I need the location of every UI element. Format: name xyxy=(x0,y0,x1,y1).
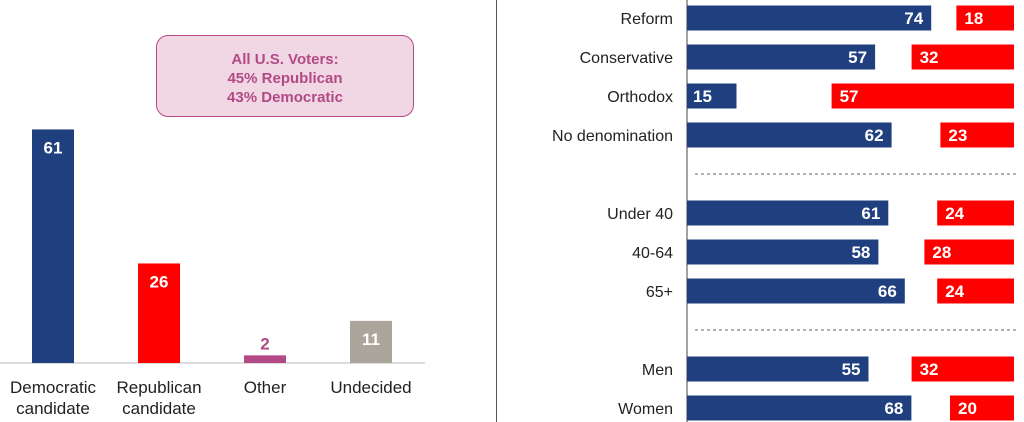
republican-value-label: 32 xyxy=(920,48,939,67)
democratic-value-label: 66 xyxy=(878,282,897,301)
democratic-bar xyxy=(687,278,905,304)
republican-value-label: 24 xyxy=(945,204,964,223)
category-label: 40-64 xyxy=(632,245,673,262)
democratic-bar xyxy=(687,44,876,70)
category-label: candidate xyxy=(16,399,90,418)
republican-bar xyxy=(937,278,1014,304)
category-label: Undecided xyxy=(330,378,411,397)
category-label: Conservative xyxy=(580,50,673,67)
democratic-value-label: 57 xyxy=(848,48,867,67)
democratic-value-label: 68 xyxy=(884,399,903,418)
democratic-value-label: 15 xyxy=(693,87,712,106)
democratic-value-label: 55 xyxy=(842,360,861,379)
vote-intention-chart: 61 Democratic candidate 26 Republican candida… xyxy=(0,129,425,418)
republican-value-label: 20 xyxy=(958,399,977,418)
republican-bar xyxy=(924,239,1014,265)
category-label: No denomination xyxy=(552,128,673,145)
bar-value-label: 11 xyxy=(362,330,380,349)
category-label: Men xyxy=(642,362,673,379)
category-label: Orthodox xyxy=(607,89,673,106)
bar xyxy=(244,355,286,363)
democratic-bar xyxy=(687,395,912,421)
callout-line-3: 43% Democratic xyxy=(227,89,343,106)
callout-line-1: All U.S. Voters: xyxy=(231,51,339,68)
democratic-value-label: 74 xyxy=(904,9,923,28)
democratic-bar xyxy=(687,5,932,31)
category-label: Under 40 xyxy=(607,206,673,223)
democratic-bar xyxy=(687,122,892,148)
republican-value-label: 57 xyxy=(840,87,859,106)
republican-value-label: 28 xyxy=(932,243,951,262)
republican-bar xyxy=(911,356,1014,382)
republican-bar xyxy=(940,122,1014,148)
category-label: 65+ xyxy=(646,284,673,301)
democratic-bar xyxy=(687,200,889,226)
democratic-bar xyxy=(687,83,737,109)
category-label: Reform xyxy=(621,11,673,28)
democratic-value-label: 58 xyxy=(851,243,870,262)
democratic-value-label: 61 xyxy=(861,204,880,223)
bar xyxy=(350,320,392,363)
republican-value-label: 18 xyxy=(964,9,983,28)
category-label: candidate xyxy=(122,399,196,418)
republican-bar xyxy=(956,5,1014,31)
democratic-value-label: 62 xyxy=(865,126,884,145)
republican-bar xyxy=(911,44,1014,70)
category-label: Women xyxy=(618,401,673,418)
vote-by-group-chart: Reform 74 18 Conservative 57 32 Orthodox 15 57 No… xyxy=(552,0,1019,422)
republican-bar xyxy=(831,83,1014,109)
democratic-bar xyxy=(687,356,869,382)
bar-value-label: 61 xyxy=(44,138,63,157)
category-label: Democratic xyxy=(10,378,96,397)
republican-value-label: 23 xyxy=(948,126,967,145)
republican-bar xyxy=(937,200,1014,226)
chart-divider xyxy=(496,0,497,422)
all-voters-callout: All U.S. Voters: 45% Republican 43% Demo… xyxy=(156,35,414,117)
bar-value-label: 2 xyxy=(260,334,269,353)
republican-value-label: 24 xyxy=(945,282,964,301)
bar-value-label: 26 xyxy=(150,272,169,291)
bar xyxy=(32,129,74,363)
callout-line-2: 45% Republican xyxy=(227,70,343,87)
democratic-bar xyxy=(687,239,879,265)
category-label: Other xyxy=(244,378,287,397)
bar xyxy=(138,263,180,363)
category-label: Republican xyxy=(116,378,201,397)
republican-value-label: 32 xyxy=(920,360,939,379)
republican-bar xyxy=(950,395,1014,421)
